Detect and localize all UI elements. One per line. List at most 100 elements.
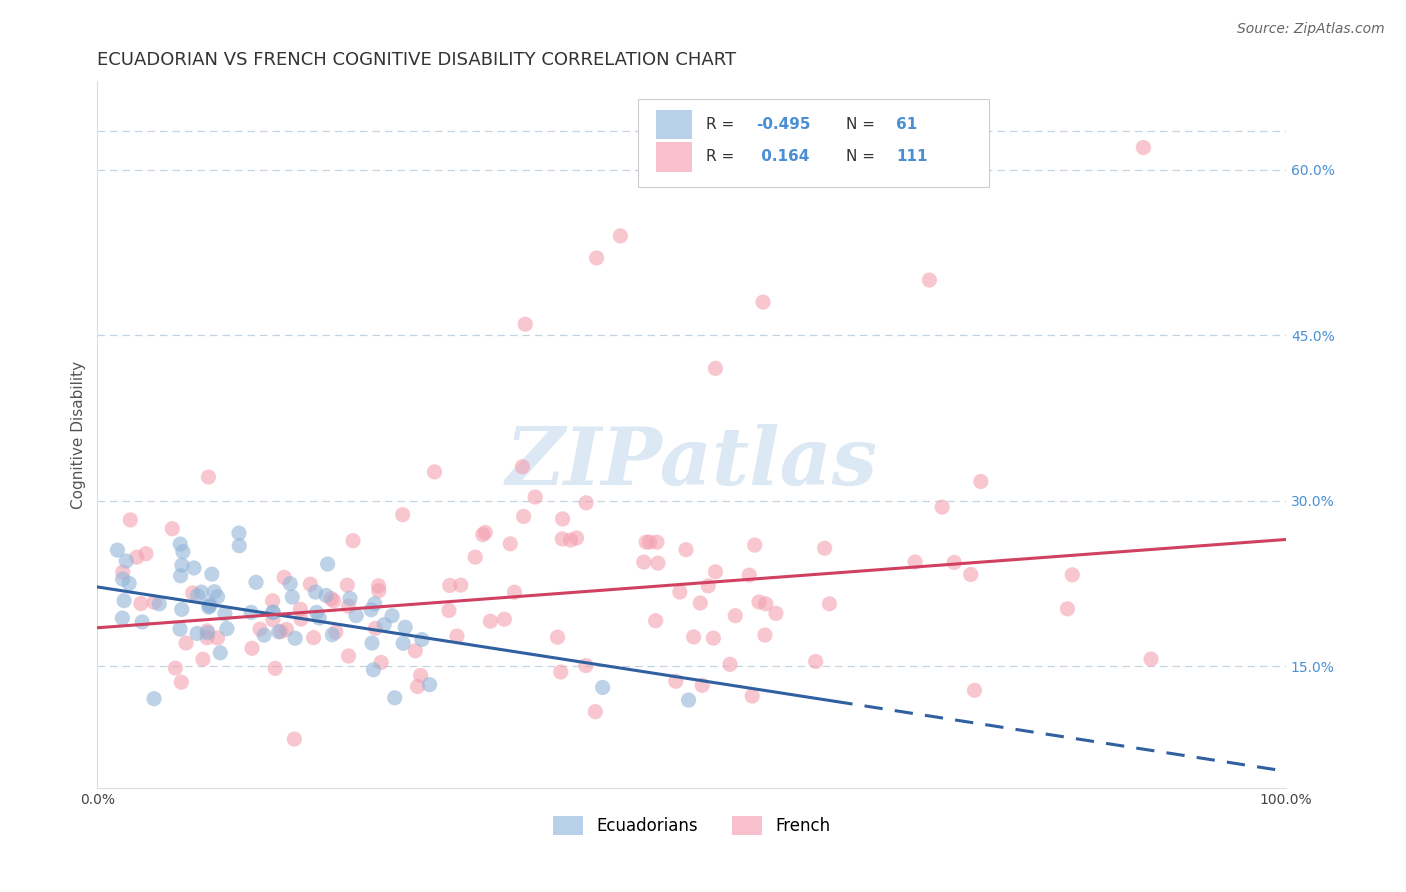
- Point: [551, 532, 574, 546]
- Point: [169, 569, 191, 583]
- Point: [524, 490, 547, 504]
- FancyBboxPatch shape: [638, 99, 988, 187]
- Point: [565, 531, 588, 545]
- Point: [315, 589, 337, 603]
- Point: [370, 656, 392, 670]
- Point: [115, 554, 138, 568]
- Point: [183, 561, 205, 575]
- Point: [169, 622, 191, 636]
- Point: [186, 626, 208, 640]
- Point: [391, 508, 413, 522]
- Point: [689, 596, 711, 610]
- Point: [702, 631, 724, 645]
- Point: [918, 273, 941, 287]
- FancyBboxPatch shape: [657, 142, 692, 172]
- Point: [214, 607, 236, 621]
- Point: [162, 522, 184, 536]
- Point: [245, 575, 267, 590]
- Point: [107, 543, 129, 558]
- Point: [446, 629, 468, 643]
- Point: [499, 537, 522, 551]
- Text: ZIPatlas: ZIPatlas: [506, 424, 877, 501]
- Point: [752, 295, 775, 310]
- Point: [198, 598, 221, 612]
- Point: [321, 591, 343, 606]
- Point: [240, 606, 263, 620]
- Point: [704, 361, 727, 376]
- Point: [724, 608, 747, 623]
- Point: [645, 535, 668, 549]
- Point: [381, 608, 404, 623]
- Point: [170, 675, 193, 690]
- Point: [550, 665, 572, 679]
- Point: [262, 605, 284, 619]
- Legend: Ecuadorians, French: Ecuadorians, French: [546, 807, 838, 843]
- Text: ECUADORIAN VS FRENCH COGNITIVE DISABILITY CORRELATION CHART: ECUADORIAN VS FRENCH COGNITIVE DISABILIT…: [97, 51, 737, 69]
- Point: [125, 550, 148, 565]
- Point: [170, 558, 193, 573]
- Y-axis label: Cognitive Disability: Cognitive Disability: [72, 360, 86, 508]
- Point: [299, 577, 322, 591]
- Point: [174, 636, 197, 650]
- Point: [190, 585, 212, 599]
- Point: [191, 652, 214, 666]
- Point: [515, 317, 537, 331]
- Point: [284, 632, 307, 646]
- Point: [207, 590, 229, 604]
- Point: [690, 678, 713, 692]
- Point: [406, 680, 429, 694]
- Point: [262, 613, 284, 627]
- Point: [283, 732, 305, 747]
- Point: [367, 583, 389, 598]
- Point: [308, 611, 330, 625]
- Point: [195, 631, 218, 645]
- Text: N =: N =: [846, 150, 880, 164]
- Point: [373, 617, 395, 632]
- Point: [169, 537, 191, 551]
- Point: [143, 691, 166, 706]
- Point: [1132, 140, 1154, 154]
- Point: [494, 612, 516, 626]
- Point: [170, 602, 193, 616]
- Point: [636, 535, 658, 549]
- Point: [675, 542, 697, 557]
- Point: [129, 597, 152, 611]
- Point: [471, 527, 494, 541]
- Point: [209, 646, 232, 660]
- Point: [325, 625, 347, 640]
- Point: [364, 621, 387, 635]
- Text: 0.164: 0.164: [756, 150, 810, 164]
- Point: [344, 608, 367, 623]
- Point: [959, 567, 981, 582]
- Point: [197, 626, 219, 640]
- Point: [1056, 602, 1078, 616]
- Point: [384, 690, 406, 705]
- Point: [754, 628, 776, 642]
- Point: [262, 594, 284, 608]
- Point: [904, 555, 927, 569]
- Point: [512, 509, 534, 524]
- Point: [560, 533, 582, 547]
- Point: [419, 678, 441, 692]
- Point: [111, 611, 134, 625]
- Point: [394, 620, 416, 634]
- Text: N =: N =: [846, 117, 880, 132]
- Point: [682, 630, 704, 644]
- Point: [738, 568, 761, 582]
- Point: [363, 597, 385, 611]
- Point: [262, 606, 284, 620]
- Point: [474, 525, 496, 540]
- Text: 61: 61: [896, 117, 917, 132]
- Point: [339, 591, 361, 606]
- Point: [112, 593, 135, 607]
- Point: [290, 602, 312, 616]
- Point: [321, 628, 343, 642]
- Point: [575, 658, 598, 673]
- Point: [204, 584, 226, 599]
- Point: [575, 496, 598, 510]
- Text: Source: ZipAtlas.com: Source: ZipAtlas.com: [1237, 22, 1385, 37]
- Point: [818, 597, 841, 611]
- Point: [551, 512, 574, 526]
- Point: [240, 641, 263, 656]
- Point: [1140, 652, 1163, 666]
